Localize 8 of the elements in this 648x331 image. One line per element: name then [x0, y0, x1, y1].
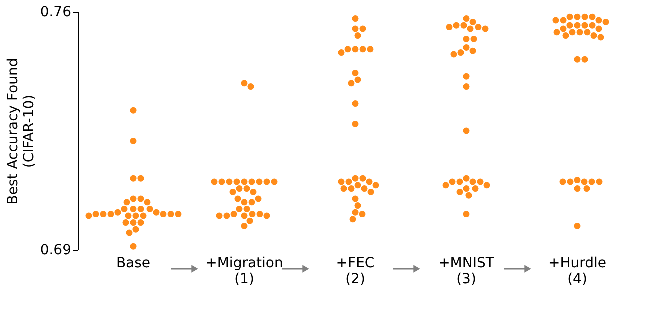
y-tick-label: 0.69 [40, 242, 72, 258]
x-tick-label: +Hurdle (4) [548, 256, 607, 288]
y-tick-label: 0.76 [40, 4, 72, 20]
x-tick-label: +Migration (1) [206, 256, 284, 288]
y-axis-title: Best Accuracy Found (CIFAR-10) [5, 58, 38, 205]
x-tick-label: +MNIST (3) [438, 256, 495, 288]
x-tick-label: +FEC (2) [336, 256, 375, 288]
x-tick-label: Base [116, 256, 151, 272]
